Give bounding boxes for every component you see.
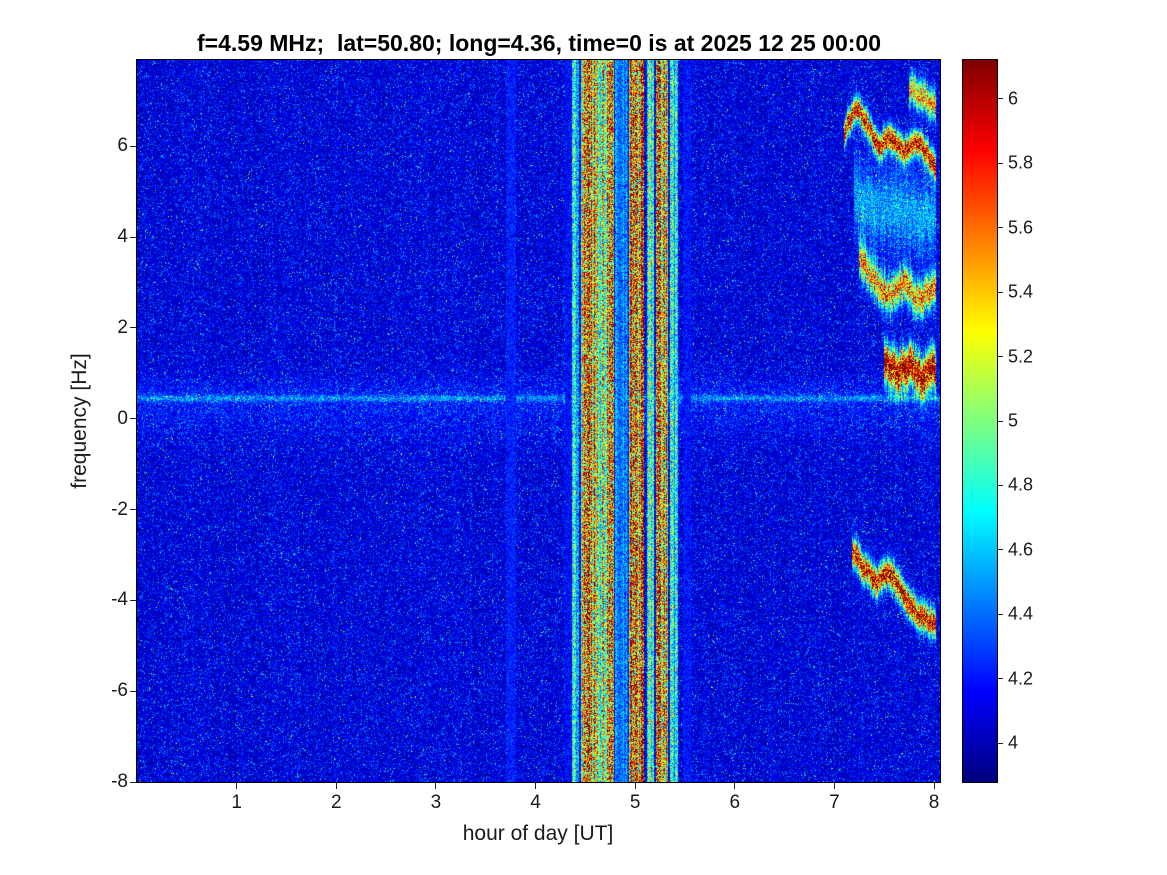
colorbar-tick-mark — [998, 98, 1003, 99]
x-tick-label: 5 — [630, 792, 641, 814]
y-tick-label: 0 — [117, 408, 128, 430]
colorbar-tick-mark — [998, 614, 1003, 615]
x-axis-label: hour of day [UT] — [463, 822, 614, 846]
plot-area — [136, 59, 941, 783]
y-tick-mark — [130, 327, 136, 328]
y-tick-mark — [130, 691, 136, 692]
x-tick-label: 6 — [729, 792, 740, 814]
x-tick-mark — [834, 783, 835, 789]
y-tick-mark — [130, 600, 136, 601]
x-tick-label: 7 — [829, 792, 840, 814]
colorbar-tick-label: 4.8 — [1008, 475, 1033, 496]
colorbar-tick-label: 5.4 — [1008, 282, 1033, 303]
y-tick-mark — [130, 509, 136, 510]
y-tick-mark — [130, 146, 136, 147]
colorbar-tick-label: 5.8 — [1008, 153, 1033, 174]
colorbar-tick-label: 4.2 — [1008, 668, 1033, 689]
y-tick-label: -4 — [111, 589, 128, 611]
y-tick-mark — [130, 418, 136, 419]
colorbar-tick-label: 6 — [1008, 88, 1018, 109]
colorbar-canvas — [963, 60, 997, 782]
x-tick-mark — [435, 783, 436, 789]
colorbar-tick-label: 5.6 — [1008, 217, 1033, 238]
colorbar-tick-mark — [998, 485, 1003, 486]
y-tick-mark — [130, 782, 136, 783]
x-tick-mark — [934, 783, 935, 789]
y-tick-label: 4 — [117, 226, 128, 248]
x-tick-label: 8 — [929, 792, 940, 814]
colorbar-tick-mark — [998, 163, 1003, 164]
x-tick-mark — [336, 783, 337, 789]
x-tick-mark — [236, 783, 237, 789]
x-tick-mark — [635, 783, 636, 789]
y-tick-label: -2 — [111, 499, 128, 521]
colorbar-tick-mark — [998, 678, 1003, 679]
colorbar-tick-mark — [998, 227, 1003, 228]
y-tick-mark — [130, 237, 136, 238]
y-tick-label: 6 — [117, 135, 128, 157]
chart-title: f=4.59 MHz; lat=50.80; long=4.36, time=0… — [197, 30, 881, 57]
colorbar-tick-label: 4.4 — [1008, 604, 1033, 625]
x-tick-mark — [734, 783, 735, 789]
colorbar-tick-mark — [998, 421, 1003, 422]
x-tick-mark — [535, 783, 536, 789]
x-tick-label: 4 — [530, 792, 541, 814]
y-axis-label: frequency [Hz] — [68, 353, 92, 488]
colorbar-tick-mark — [998, 743, 1003, 744]
colorbar-tick-mark — [998, 356, 1003, 357]
colorbar-tick-label: 5 — [1008, 411, 1018, 432]
x-tick-label: 2 — [331, 792, 342, 814]
colorbar-tick-label: 4 — [1008, 733, 1018, 754]
colorbar-tick-label: 5.2 — [1008, 346, 1033, 367]
colorbar-tick-mark — [998, 292, 1003, 293]
spectrogram-canvas — [137, 60, 940, 782]
x-tick-label: 3 — [431, 792, 442, 814]
colorbar-tick-mark — [998, 549, 1003, 550]
x-tick-label: 1 — [231, 792, 242, 814]
colorbar — [962, 59, 998, 783]
y-tick-label: -8 — [111, 771, 128, 793]
colorbar-tick-label: 4.6 — [1008, 539, 1033, 560]
y-tick-label: 2 — [117, 317, 128, 339]
y-tick-label: -6 — [111, 680, 128, 702]
